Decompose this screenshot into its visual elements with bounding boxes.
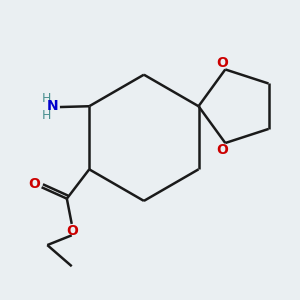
Text: N: N <box>47 99 58 113</box>
Text: O: O <box>216 143 228 157</box>
Text: O: O <box>216 56 228 70</box>
Text: H: H <box>42 109 52 122</box>
Text: H: H <box>42 92 52 105</box>
Text: O: O <box>28 177 40 191</box>
Text: O: O <box>66 224 78 238</box>
